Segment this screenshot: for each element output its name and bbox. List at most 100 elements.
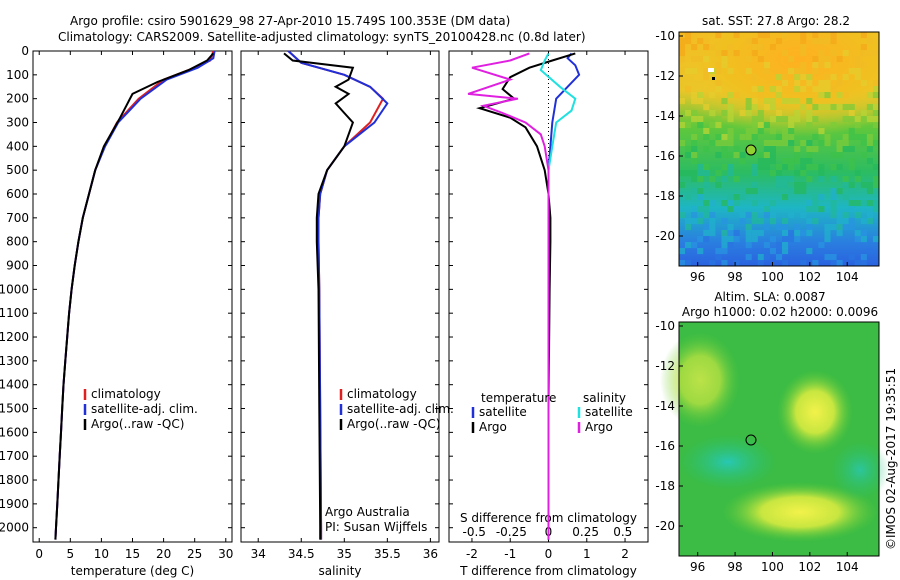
sst-texture-tile [836, 188, 843, 195]
sst-texture-tile [775, 74, 783, 81]
sst-texture-tile [685, 38, 692, 45]
sst-texture-tile [727, 170, 734, 177]
sst-texture-tile [854, 74, 861, 81]
sst-texture-tile [757, 254, 764, 261]
sst-texture-tile [818, 38, 825, 45]
sst-texture-tile [679, 140, 686, 147]
sst-map-ytick-label: -14 [655, 109, 675, 123]
sst-texture-tile [685, 170, 692, 177]
sst-texture-tile [709, 212, 716, 219]
sst-map-xtick-label: 104 [836, 270, 859, 284]
sst-texture-tile [830, 200, 837, 207]
sla-map-xtick-label: 104 [836, 560, 859, 574]
sst-texture-tile [703, 206, 710, 213]
sst-texture-tile [763, 248, 770, 255]
sst-texture-tile [812, 218, 819, 225]
float-pi-label: PI: Susan Wijffels [325, 520, 427, 534]
sst-texture-tile [769, 152, 776, 159]
sst-texture-tile [691, 68, 698, 75]
sst-texture-tile [782, 182, 789, 189]
salinity-legend-label: climatology [347, 387, 417, 401]
sst-texture-tile [751, 170, 758, 177]
sst-texture-tile [691, 116, 698, 123]
sst-texture-tile [679, 98, 686, 105]
sst-texture-tile [745, 242, 752, 249]
sst-texture-tile [794, 74, 801, 81]
salinity-profile-panel: 34 34.5 35 35.5 36 salinity climatologysatelli… [240, 50, 454, 578]
sla-high-blob-1 [777, 370, 853, 454]
sst-texture-tile [745, 188, 752, 195]
sst-texture-tile [763, 140, 770, 147]
sst-texture-tile [830, 104, 837, 111]
temperature-profile-panel: 0100200300400500600700800900100011001200… [0, 44, 233, 578]
sst-texture-tile [866, 182, 873, 189]
sst-texture-tile [782, 242, 789, 249]
sst-texture-tile [842, 74, 849, 81]
sst-texture-tile [824, 92, 831, 99]
sst-texture-tile [697, 116, 704, 123]
depth-tick-label: 1000 [0, 282, 29, 296]
sst-texture-tile [739, 110, 746, 117]
sst-texture-tile [727, 116, 734, 123]
sst-texture-tile [757, 110, 764, 117]
sst-texture-tile [818, 164, 825, 171]
sst-texture-tile [691, 146, 698, 153]
sst-texture-tile [727, 128, 734, 135]
sst-coast-pixel [712, 77, 715, 80]
sst-texture-tile [757, 92, 764, 99]
temperature-xtick-label: 10 [94, 547, 109, 561]
sst-texture-tile [733, 200, 740, 207]
sst-texture-tile [709, 176, 716, 183]
sst-texture-tile [848, 182, 855, 189]
sst-texture-tile [824, 134, 831, 141]
sst-texture-tile [824, 56, 831, 63]
sst-texture-tile [679, 170, 686, 177]
sst-texture-tile [775, 116, 783, 123]
sst-texture-tile [727, 164, 734, 171]
sst-texture-tile [709, 110, 716, 117]
difference-legend-label: Argo [479, 420, 507, 434]
sst-texture-tile [866, 158, 873, 165]
sst-texture-tile [812, 206, 819, 213]
temperature-xtick-label: 20 [156, 547, 171, 561]
sst-texture-tile [848, 218, 855, 225]
sst-texture-tile [818, 128, 825, 135]
sst-texture-tile [721, 98, 728, 105]
depth-tick-label: 2000 [0, 521, 29, 535]
sst-texture-tile [842, 116, 849, 123]
salinity-series-climatology [287, 50, 385, 540]
sst-texture-tile [769, 44, 776, 51]
depth-tick-label: 800 [6, 235, 29, 249]
sst-texture-tile [685, 224, 692, 231]
sst-texture-tile [775, 92, 783, 99]
sst-texture-tile [806, 230, 813, 237]
sst-texture-tile [794, 110, 801, 117]
sst-texture-tile [812, 56, 819, 63]
sst-texture-tile [872, 176, 880, 183]
sst-texture-tile [848, 206, 855, 213]
sst-texture-tile [757, 116, 764, 123]
sst-texture-tile [769, 146, 776, 153]
sst-texture-tile [842, 134, 849, 141]
sst-texture-tile [739, 134, 746, 141]
sst-texture-tile [848, 146, 855, 153]
sst-texture-tile [824, 62, 831, 69]
sst-texture-tile [769, 200, 776, 207]
sst-texture-tile [782, 80, 789, 87]
sst-texture-tile [739, 212, 746, 219]
sst-texture-tile [733, 206, 740, 213]
sst-texture-tile [824, 38, 831, 45]
sst-texture-tile [775, 140, 783, 147]
sst-texture-tile [842, 212, 849, 219]
sst-texture-tile [824, 236, 831, 243]
sst-texture-tile [733, 176, 740, 183]
sst-map-xtick-label: 102 [798, 270, 821, 284]
sst-texture-tile [751, 134, 758, 141]
sst-texture-tile [775, 242, 783, 249]
sst-texture-tile [812, 38, 819, 45]
sst-texture-tile [727, 110, 734, 117]
sst-texture-tile [721, 230, 728, 237]
depth-tick-label: 900 [6, 259, 29, 273]
sst-texture-tile [751, 248, 758, 255]
sst-texture-tile [721, 110, 728, 117]
